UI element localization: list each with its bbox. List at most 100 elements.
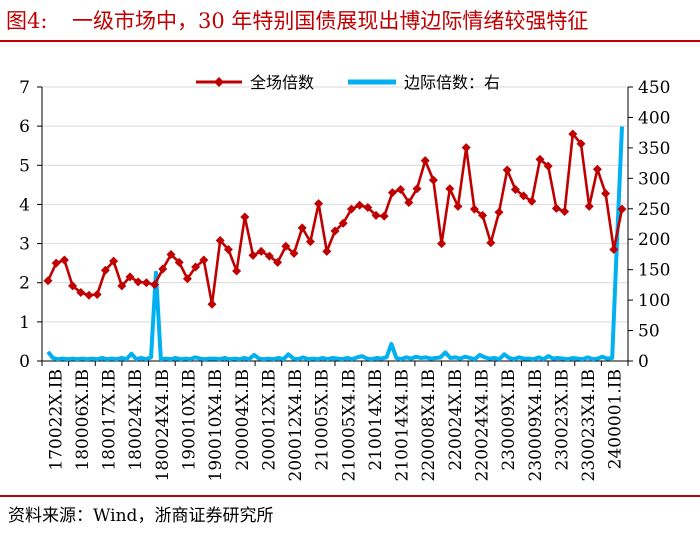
data-point-total	[100, 265, 110, 275]
data-point-total	[412, 184, 422, 194]
x-tick-label: 170022X.IB	[46, 369, 66, 471]
x-tick-label: 230023X.IB	[552, 369, 572, 471]
data-point-total	[371, 210, 381, 220]
data-point-total	[84, 290, 94, 300]
data-point-total	[338, 218, 348, 228]
y-right-tick-label: 350	[638, 139, 670, 159]
figure-number: 图4:	[6, 9, 48, 33]
x-tick-label: 230023X4.IB	[579, 369, 599, 481]
data-point-total	[576, 139, 586, 149]
data-point-total	[314, 199, 324, 209]
x-tick-label: 180024X4.IB	[153, 369, 173, 481]
x-axis: 170022X.IB 180006X.IB 180017X.IB 180024X.IB…	[41, 360, 629, 481]
data-point-total	[248, 250, 258, 260]
x-tick-label: 210014X4.IB	[393, 369, 413, 481]
data-point-total	[551, 203, 561, 213]
y-left-tick-label: 5	[19, 156, 30, 176]
data-point-total	[519, 191, 529, 201]
data-point-total	[207, 299, 217, 309]
data-point-total	[133, 277, 143, 287]
y-right-tick-label: 0	[638, 352, 649, 372]
source-note: 资料来源：Wind，浙商证券研究所	[8, 506, 274, 526]
data-point-total	[256, 246, 266, 256]
data-point-total	[601, 188, 611, 198]
x-tick-label: 190010X.IB	[180, 369, 200, 471]
x-tick-label: 220024X.IB	[446, 369, 466, 471]
x-tick-label: 200004X.IB	[233, 369, 253, 471]
x-tick-label: 220024X4.IB	[473, 369, 493, 481]
data-point-total	[109, 256, 119, 266]
y-left-tick-label: 7	[19, 78, 30, 98]
y-left-tick-label: 2	[19, 274, 30, 294]
data-point-total	[68, 281, 78, 291]
figure-title: 一级市场中，30 年特别国债展现出博边际情绪较强特征	[72, 9, 589, 33]
legend: 全场倍数 边际倍数：右	[196, 73, 500, 92]
x-tick-label: 210014X.IB	[366, 369, 386, 471]
x-tick-label: 190010X4.IB	[206, 369, 226, 481]
data-point-total	[396, 185, 406, 195]
data-point-total	[305, 237, 315, 247]
data-point-total	[289, 248, 299, 258]
data-point-total	[428, 175, 438, 185]
x-tick-label: 180017X.IB	[100, 369, 120, 471]
data-point-total	[141, 278, 151, 288]
title-divider	[0, 40, 700, 42]
data-point-total	[150, 280, 160, 290]
figure-title-bar: 图4: 一级市场中，30 年特别国债展现出博边际情绪较强特征	[6, 6, 694, 36]
data-point-total	[125, 272, 135, 282]
data-point-total	[461, 143, 471, 153]
legend-marker-total	[214, 77, 224, 87]
x-tick-label: 180024X.IB	[126, 369, 146, 471]
data-point-total	[215, 235, 225, 245]
line-chart: 0 1 2 3 4 5 6 7 0 50 100 150 200 250 300 350 400 450 17002…	[19, 73, 670, 481]
data-point-total	[437, 239, 447, 249]
data-point-total	[387, 188, 397, 198]
y-axis-right: 0 50 100 150 200 250 300 350 400 450	[627, 78, 670, 372]
y-axis-left: 0 1 2 3 4 5 6 7	[19, 78, 43, 372]
x-tick-label: 220008X4.IB	[419, 369, 439, 481]
data-point-total	[502, 165, 512, 175]
y-right-tick-label: 250	[638, 200, 670, 220]
source-divider	[0, 495, 700, 497]
data-point-total	[330, 226, 340, 236]
data-point-total	[264, 251, 274, 261]
data-point-total	[346, 204, 356, 214]
data-point-total	[76, 288, 86, 297]
y-right-tick-label: 450	[638, 78, 670, 98]
x-tick-label: 210005X.IB	[313, 369, 333, 471]
data-point-total	[486, 238, 496, 248]
y-right-tick-label: 300	[638, 169, 670, 189]
data-point-total	[510, 185, 520, 195]
data-point-total	[363, 203, 373, 213]
data-point-total	[379, 211, 389, 221]
legend-label-total: 全场倍数	[250, 73, 314, 92]
data-point-total	[158, 264, 168, 274]
y-right-tick-label: 400	[638, 108, 670, 128]
y-left-tick-label: 3	[19, 235, 30, 255]
data-point-total	[420, 156, 430, 166]
gridlines	[42, 86, 628, 323]
data-point-total	[43, 276, 53, 286]
data-point-total	[322, 246, 332, 256]
data-point-total	[535, 154, 545, 164]
data-point-total	[182, 274, 192, 284]
data-point-total	[560, 206, 570, 216]
series-marginal	[46, 126, 624, 362]
x-tick-label: 180006X.IB	[73, 369, 93, 471]
data-point-total	[568, 129, 578, 139]
data-point-total	[478, 210, 488, 220]
data-point-total	[281, 241, 291, 251]
data-point-total	[297, 223, 307, 233]
y-right-tick-label: 150	[638, 261, 670, 281]
y-left-tick-label: 4	[19, 195, 30, 215]
data-point-total	[404, 197, 414, 207]
legend-label-marginal: 边际倍数：右	[404, 73, 500, 92]
data-point-total	[191, 262, 201, 272]
y-right-tick-label: 50	[638, 322, 660, 342]
y-right-tick-label: 100	[638, 291, 670, 311]
data-point-total	[273, 257, 283, 267]
data-point-total	[543, 161, 553, 171]
data-point-total	[240, 212, 250, 222]
data-point-total	[355, 200, 365, 210]
data-point-total	[59, 255, 69, 265]
